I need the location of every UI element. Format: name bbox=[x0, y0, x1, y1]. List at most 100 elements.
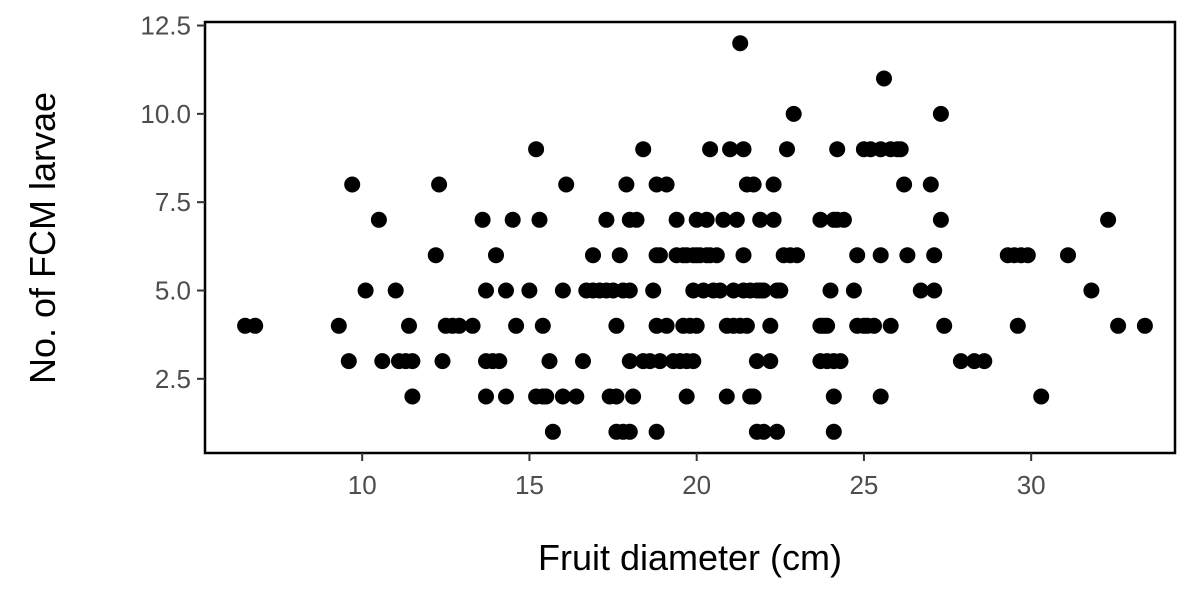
x-tick-label: 10 bbox=[348, 470, 377, 500]
data-point bbox=[1019, 247, 1036, 264]
data-point bbox=[488, 247, 504, 264]
data-point bbox=[882, 317, 899, 334]
data-point bbox=[685, 353, 702, 370]
data-point bbox=[1083, 282, 1100, 299]
data-point bbox=[745, 176, 762, 193]
data-point bbox=[688, 317, 705, 334]
data-point bbox=[812, 211, 829, 228]
y-tick-label: 12.5 bbox=[140, 11, 191, 41]
data-point bbox=[504, 211, 521, 228]
data-point bbox=[866, 317, 882, 334]
data-point bbox=[330, 317, 347, 334]
data-point bbox=[718, 388, 735, 405]
data-point bbox=[952, 353, 969, 370]
data-point bbox=[762, 317, 779, 334]
data-point bbox=[404, 388, 421, 405]
data-point bbox=[451, 317, 468, 334]
data-point bbox=[498, 388, 514, 405]
x-tick-label: 25 bbox=[849, 470, 878, 500]
data-point bbox=[892, 141, 909, 158]
data-point bbox=[651, 353, 668, 370]
data-point bbox=[658, 176, 675, 193]
data-point bbox=[779, 141, 795, 158]
data-point bbox=[668, 211, 685, 228]
data-point bbox=[765, 176, 782, 193]
data-point bbox=[715, 211, 732, 228]
data-point bbox=[554, 388, 571, 405]
data-point bbox=[762, 353, 779, 370]
data-point bbox=[401, 317, 417, 334]
data-point bbox=[464, 317, 481, 334]
data-point bbox=[872, 388, 889, 405]
data-point bbox=[374, 353, 391, 370]
data-point bbox=[340, 353, 357, 370]
data-point bbox=[932, 105, 949, 122]
data-point bbox=[538, 388, 555, 405]
data-point bbox=[635, 141, 652, 158]
data-point bbox=[558, 176, 575, 193]
data-point bbox=[645, 282, 662, 299]
data-point bbox=[387, 282, 404, 299]
data-point bbox=[732, 35, 749, 52]
data-point bbox=[508, 317, 525, 334]
y-axis-title: No. of FCM larvae bbox=[22, 92, 63, 384]
data-point bbox=[936, 317, 953, 334]
data-point bbox=[1060, 247, 1076, 264]
data-point bbox=[621, 282, 638, 299]
data-point bbox=[498, 282, 514, 299]
data-point bbox=[608, 388, 625, 405]
data-point bbox=[534, 317, 551, 334]
data-point bbox=[528, 141, 545, 158]
data-point bbox=[621, 353, 638, 370]
data-point bbox=[478, 388, 494, 405]
data-point bbox=[474, 211, 491, 228]
data-point bbox=[611, 247, 628, 264]
data-point bbox=[344, 176, 361, 193]
data-point bbox=[370, 211, 387, 228]
data-point bbox=[819, 317, 836, 334]
y-axis: 2.5 5.0 7.5 10.0 12.5 bbox=[140, 11, 205, 394]
data-point bbox=[628, 211, 645, 228]
data-point bbox=[491, 353, 508, 370]
data-point bbox=[926, 247, 943, 264]
data-point bbox=[544, 423, 561, 440]
data-point bbox=[785, 105, 802, 122]
y-tick-label: 7.5 bbox=[155, 187, 191, 217]
data-point bbox=[728, 211, 745, 228]
x-axis-title: Fruit diameter (cm) bbox=[538, 537, 842, 578]
data-point bbox=[1110, 317, 1127, 334]
data-point bbox=[598, 211, 615, 228]
data-point bbox=[769, 423, 785, 440]
data-point bbox=[404, 353, 421, 370]
data-point bbox=[625, 388, 642, 405]
data-point bbox=[735, 247, 752, 264]
data-point bbox=[585, 247, 601, 264]
data-point bbox=[896, 176, 913, 193]
data-point bbox=[835, 211, 852, 228]
data-point bbox=[735, 141, 752, 158]
data-point bbox=[618, 176, 635, 193]
data-point bbox=[521, 282, 538, 299]
data-point bbox=[876, 70, 892, 87]
data-point bbox=[431, 176, 448, 193]
data-point bbox=[845, 282, 862, 299]
data-point bbox=[745, 388, 762, 405]
data-point bbox=[932, 211, 949, 228]
points-layer bbox=[237, 35, 1153, 440]
data-point bbox=[708, 247, 725, 264]
x-tick-label: 30 bbox=[1017, 470, 1046, 500]
data-point bbox=[621, 423, 638, 440]
data-point bbox=[608, 317, 625, 334]
data-point bbox=[912, 282, 929, 299]
data-point bbox=[849, 247, 866, 264]
data-point bbox=[748, 353, 765, 370]
data-point bbox=[541, 353, 558, 370]
data-point bbox=[755, 423, 772, 440]
y-tick-label: 5.0 bbox=[155, 275, 191, 305]
data-point bbox=[822, 282, 839, 299]
data-point bbox=[899, 247, 916, 264]
data-point bbox=[1009, 317, 1026, 334]
data-point bbox=[829, 141, 846, 158]
data-point bbox=[772, 282, 789, 299]
